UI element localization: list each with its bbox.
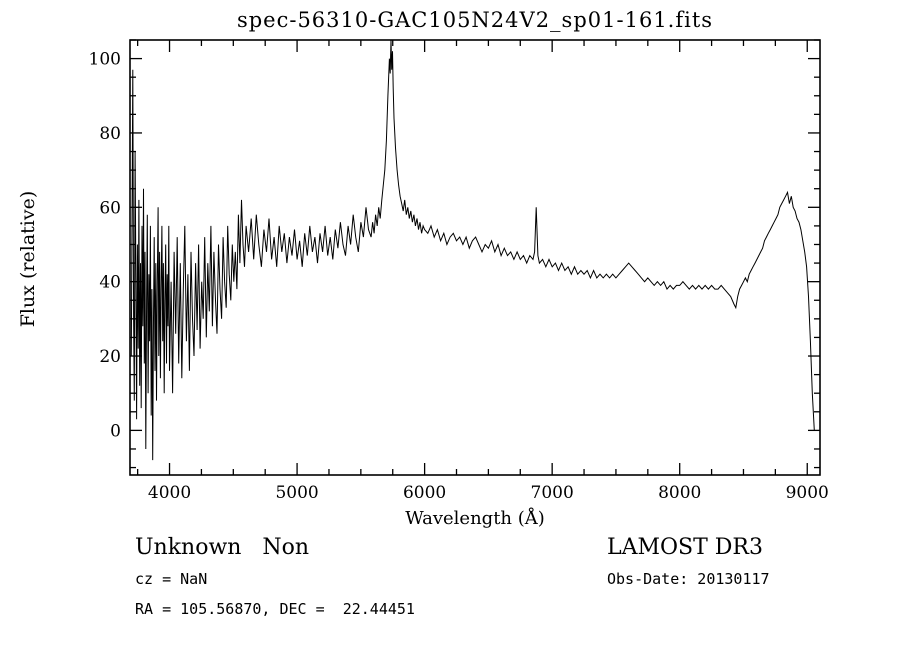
y-tick-label: 100 xyxy=(89,50,121,70)
x-axis-label: Wavelength (Å) xyxy=(405,508,545,529)
obs-date-value: Obs-Date: 20130117 xyxy=(607,570,770,588)
x-tick-label: 4000 xyxy=(148,483,191,503)
ra-dec-value: RA = 105.56870, DEC = 22.44451 xyxy=(135,600,415,618)
x-tick-label: 9000 xyxy=(786,483,829,503)
y-tick-label: 20 xyxy=(99,347,121,367)
x-tick-label: 8000 xyxy=(658,483,701,503)
y-axis-label: Flux (relative) xyxy=(17,190,39,328)
spectrum-trace xyxy=(130,40,815,461)
y-tick-label: 60 xyxy=(99,198,121,218)
plot-title: spec-56310-GAC105N24V2_sp01-161.fits xyxy=(236,8,714,32)
y-tick-label: 80 xyxy=(99,124,121,144)
survey-label: LAMOST DR3 xyxy=(607,535,763,560)
y-tick-label: 40 xyxy=(99,273,121,293)
x-tick-label: 5000 xyxy=(275,483,318,503)
classification-label: Unknown Non xyxy=(135,535,310,560)
x-tick-label: 6000 xyxy=(403,483,446,503)
cz-value: cz = NaN xyxy=(135,570,208,588)
x-tick-label: 7000 xyxy=(531,483,574,503)
y-tick-label: 0 xyxy=(110,421,121,441)
plot-frame xyxy=(129,39,821,476)
